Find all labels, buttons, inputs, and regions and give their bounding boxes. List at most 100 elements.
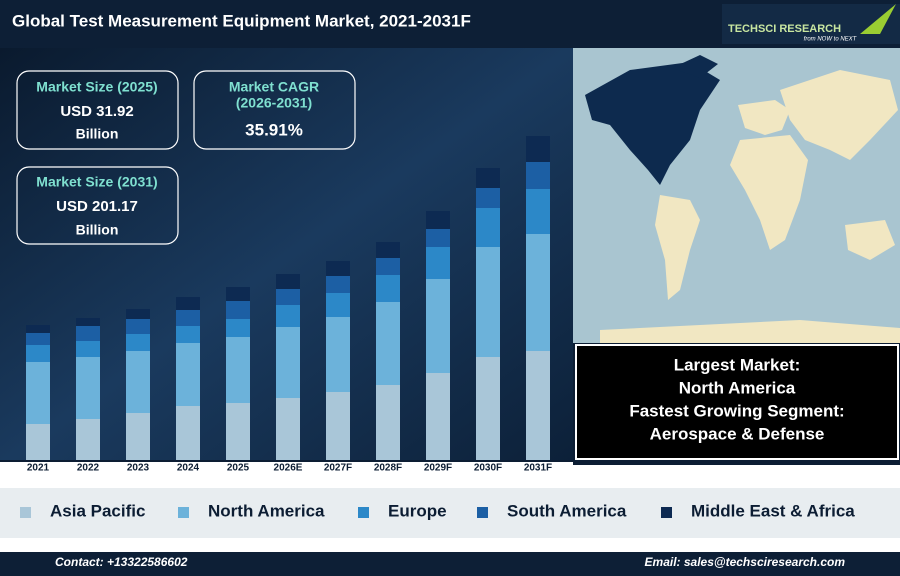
bar-segment xyxy=(226,301,250,319)
x-tick-label: 2027F xyxy=(324,463,352,474)
legend-swatch xyxy=(358,507,369,518)
highlight-text: Largest Market: xyxy=(674,355,801,374)
card-value: USD 201.17 xyxy=(56,198,138,215)
card-unit: Billion xyxy=(76,126,119,142)
legend-label: Asia Pacific xyxy=(50,501,145,520)
legend-strip xyxy=(0,488,900,538)
bar-segment xyxy=(226,319,250,337)
x-tick-label: 2031F xyxy=(524,463,552,474)
world-map xyxy=(573,48,900,343)
bar-segment xyxy=(476,247,500,357)
bar-segment xyxy=(26,424,50,460)
bar-segment xyxy=(276,305,300,327)
card-value: USD 31.92 xyxy=(60,103,133,120)
bar-segment xyxy=(526,351,550,460)
bar-segment xyxy=(126,413,150,460)
bar-segment xyxy=(326,317,350,392)
bar-segment xyxy=(126,309,150,319)
x-tick-label: 2021 xyxy=(27,463,50,474)
bar-segment xyxy=(526,189,550,234)
bar-segment xyxy=(276,327,300,398)
highlight-text: North America xyxy=(679,378,796,397)
bar-segment xyxy=(376,302,400,385)
card-label: Market CAGR xyxy=(229,79,319,95)
bar-segment xyxy=(376,242,400,258)
bar-segment xyxy=(426,211,450,229)
logo-mark xyxy=(860,4,896,34)
bar-segment xyxy=(476,357,500,460)
bar-segment xyxy=(376,258,400,275)
legend-label: South America xyxy=(507,501,627,520)
bar-segment xyxy=(76,357,100,419)
legend-swatch xyxy=(661,507,672,518)
card xyxy=(16,166,179,245)
legend-swatch xyxy=(178,507,189,518)
title: Global Test Measurement Equipment Market… xyxy=(12,11,471,30)
x-tick-label: 2028F xyxy=(374,463,402,474)
bar-segment xyxy=(476,188,500,208)
bar-segment xyxy=(126,319,150,334)
bar-segment xyxy=(276,289,300,305)
card-unit: Billion xyxy=(76,222,119,238)
bar-segment xyxy=(176,297,200,310)
bar-segment xyxy=(276,398,300,460)
card xyxy=(16,70,179,150)
card-label: Market Size (2025) xyxy=(36,79,157,95)
x-tick-label: 2026E xyxy=(274,463,303,474)
bar-segment xyxy=(26,333,50,345)
bar-segment xyxy=(326,293,350,317)
logo-tagline: from NOW to NEXT xyxy=(804,37,858,43)
bar-segment xyxy=(176,343,200,406)
bar-segment xyxy=(76,318,100,326)
bar-segment xyxy=(76,419,100,460)
card-label: Market Size (2031) xyxy=(36,174,157,190)
bar-segment xyxy=(226,337,250,403)
bar-segment xyxy=(376,385,400,460)
bar-segment xyxy=(176,310,200,326)
bar-segment xyxy=(326,276,350,293)
footer-email: Email: sales@techsciresearch.com xyxy=(645,555,846,569)
card-value: 35.91% xyxy=(245,120,303,139)
bar-segment xyxy=(76,326,100,341)
x-tick-label: 2030F xyxy=(474,463,502,474)
x-label-band xyxy=(0,462,573,475)
x-tick-label: 2025 xyxy=(227,463,250,474)
legend-label: Europe xyxy=(388,501,447,520)
bar-segment xyxy=(426,279,450,373)
x-tick-label: 2023 xyxy=(127,463,150,474)
logo-name: TECHSCI RESEARCH xyxy=(728,23,841,35)
bar-segment xyxy=(326,392,350,460)
bar-segment xyxy=(26,362,50,424)
bar-segment xyxy=(476,168,500,188)
bar-segment xyxy=(226,287,250,301)
legend-label: Middle East & Africa xyxy=(691,501,855,520)
bar-segment xyxy=(476,208,500,247)
highlight-box xyxy=(575,344,899,460)
card-label: (2026-2031) xyxy=(236,95,312,111)
bar-segment xyxy=(126,334,150,351)
highlight-text: Aerospace & Defense xyxy=(650,424,825,443)
bar-segment xyxy=(26,325,50,333)
card xyxy=(193,70,356,150)
footer xyxy=(0,552,900,576)
footer-contact: Contact: +13322586602 xyxy=(55,555,188,569)
bar-segment xyxy=(176,326,200,343)
bar-segment xyxy=(526,136,550,162)
x-tick-label: 2024 xyxy=(177,463,200,474)
highlight-text: Fastest Growing Segment: xyxy=(629,401,844,420)
bar-segment xyxy=(426,229,450,247)
bar-segment xyxy=(26,345,50,362)
bar-segment xyxy=(176,406,200,460)
x-tick-label: 2029F xyxy=(424,463,452,474)
bar-segment xyxy=(426,247,450,279)
bar-segment xyxy=(426,373,450,460)
bar-segment xyxy=(326,261,350,276)
legend-swatch xyxy=(477,507,488,518)
bar-segment xyxy=(376,275,400,302)
legend-label: North America xyxy=(208,501,325,520)
bar-segment xyxy=(126,351,150,413)
bar-segment xyxy=(526,234,550,351)
x-tick-label: 2022 xyxy=(77,463,100,474)
logo-box xyxy=(722,4,900,44)
